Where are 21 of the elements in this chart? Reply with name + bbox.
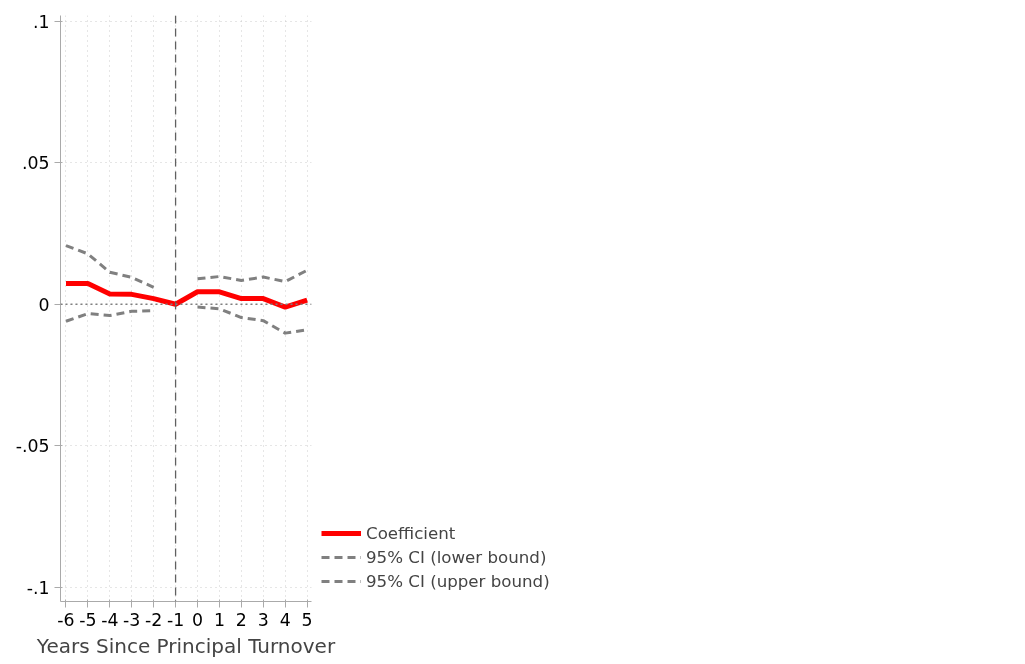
- y-tick-label: -.05: [15, 436, 50, 457]
- y-tick-label: .1: [32, 11, 50, 32]
- x-tick-label: 0: [192, 609, 204, 630]
- x-tick-label: 3: [257, 609, 269, 630]
- x-tick-label: -3: [123, 609, 141, 630]
- x-axis-title: Years Since Principal Turnover: [35, 633, 336, 658]
- x-tick-label: -4: [101, 609, 119, 630]
- y-tick-label: 0: [38, 294, 50, 315]
- legend-label: 95% CI (lower bound): [366, 547, 547, 567]
- y-tick-label: .05: [21, 153, 50, 174]
- x-tick-label: 1: [213, 609, 225, 630]
- x-tick-label: 5: [301, 609, 313, 630]
- x-tick-label: 4: [279, 609, 291, 630]
- legend-label: Coefficient: [366, 523, 456, 543]
- y-tick-label: -.1: [26, 577, 50, 598]
- x-tick-label: 2: [235, 609, 247, 630]
- x-tick-label: -2: [145, 609, 163, 630]
- x-tick-label: -1: [166, 609, 185, 630]
- x-tick-label: -5: [79, 609, 97, 630]
- legend-label: 95% CI (upper bound): [366, 571, 550, 591]
- x-tick-label: -6: [57, 609, 75, 630]
